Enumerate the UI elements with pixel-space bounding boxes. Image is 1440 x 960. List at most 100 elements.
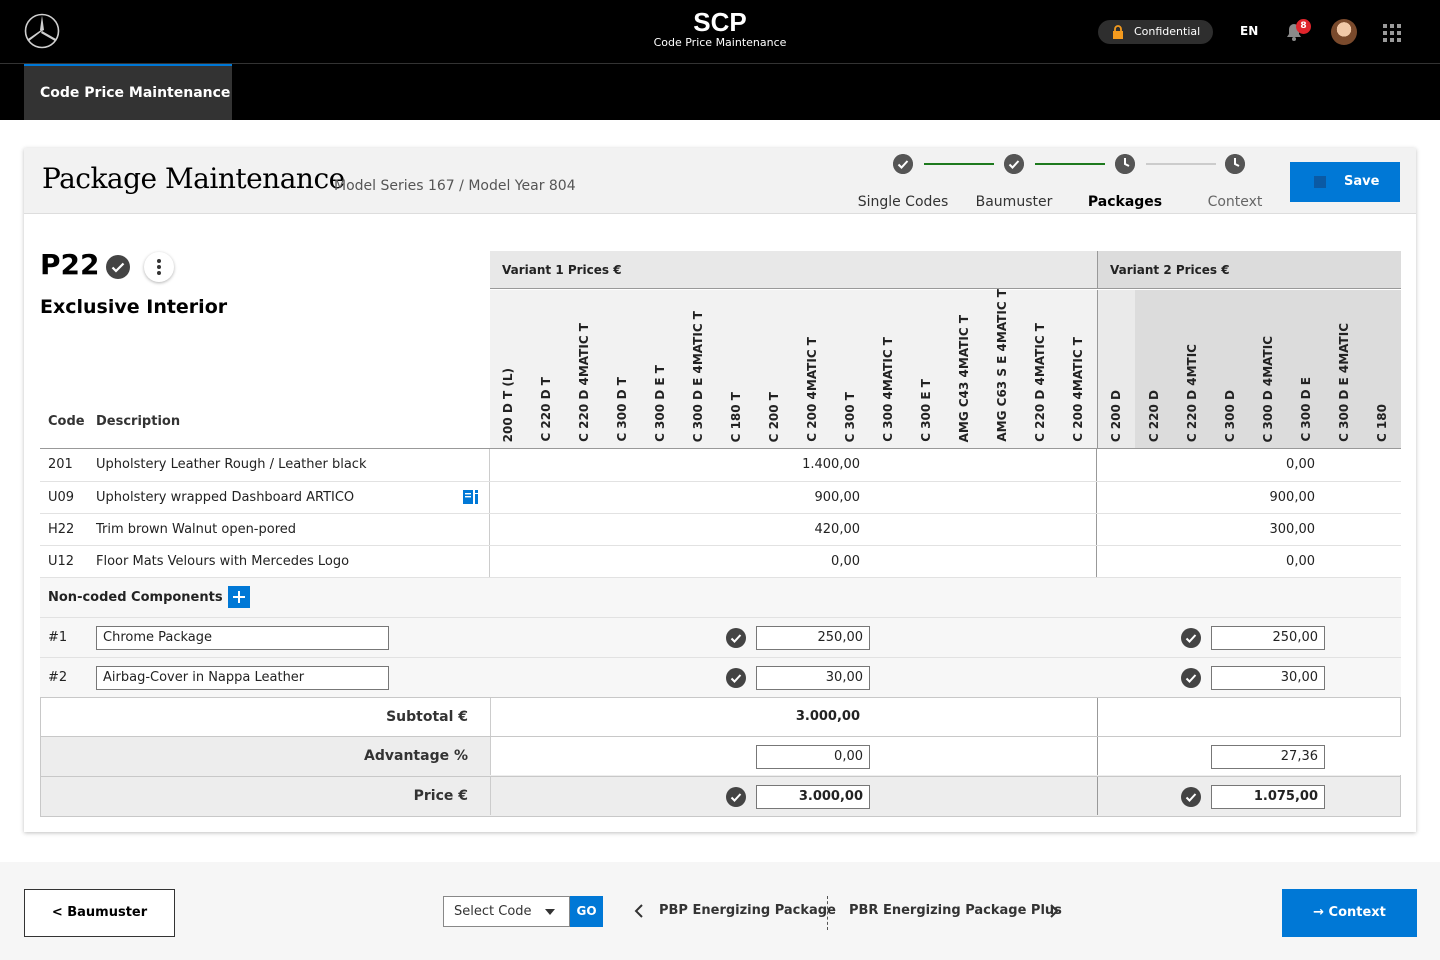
select-code-dropdown[interactable]: Select Code (443, 896, 570, 927)
column-divider (1097, 737, 1098, 775)
column-divider (1097, 777, 1098, 815)
chevron-left-icon[interactable] (633, 903, 645, 919)
app-subtitle: Code Price Maintenance (653, 36, 787, 49)
mercedes-star-icon[interactable] (24, 13, 60, 49)
check-circle-icon[interactable] (726, 628, 746, 648)
app-grid-icon[interactable] (1383, 24, 1401, 42)
price-variant2-input[interactable]: 1.075,00 (1211, 785, 1325, 809)
column-header: C 180 T (729, 391, 743, 442)
check-circle-icon (893, 154, 913, 174)
row-description: Floor Mats Velours with Mercedes Logo (96, 554, 350, 569)
check-circle-icon[interactable] (1181, 628, 1201, 648)
column-header: AMG C43 4MATIC T (957, 314, 971, 442)
column-header: C 300 D E T (653, 365, 667, 442)
step-baumuster[interactable]: Baumuster (975, 194, 1053, 210)
table-row[interactable]: H22 Trim brown Walnut open-pored 420,00 … (40, 513, 1401, 545)
package-code: P22 (40, 248, 100, 281)
advantage-variant1-input[interactable]: 0,00 (756, 745, 870, 769)
app-name: SCP (693, 7, 747, 37)
chevron-right-icon[interactable] (1048, 903, 1060, 919)
go-button[interactable]: GO (570, 896, 603, 927)
column-header: C 300 D T (615, 377, 629, 442)
variant2-price: 900,00 (1269, 490, 1316, 505)
step-context[interactable]: Context (1207, 194, 1263, 210)
column-header: C 220 D 4MATIC T (577, 323, 591, 442)
component-name-input[interactable]: Airbag-Cover in Nappa Leather (96, 666, 389, 690)
header-divider (40, 448, 1401, 449)
variant1-price: 1.400,00 (802, 457, 860, 472)
step-connector (1146, 163, 1216, 165)
add-component-button[interactable] (228, 586, 250, 608)
table-row[interactable]: U09 Upholstery wrapped Dashboard ARTICO … (40, 481, 1401, 513)
row-code: H22 (48, 522, 75, 537)
select-code-label: Select Code (454, 904, 532, 919)
prev-package-link[interactable]: PBP Energizing Package (659, 903, 836, 918)
variant1-price: 0,00 (831, 554, 860, 569)
clock-icon (1225, 154, 1245, 174)
variant1-price-input[interactable]: 250,00 (756, 626, 870, 650)
check-circle-icon[interactable] (1181, 787, 1201, 807)
variant1-price-input[interactable]: 30,00 (756, 666, 870, 690)
step-packages[interactable]: Packages (1087, 194, 1163, 210)
advantage-variant2-input[interactable]: 27,36 (1211, 745, 1325, 769)
lock-icon (1113, 25, 1123, 39)
variant2-columns: C 200 D C 220 D C 220 D 4MTIC C 300 D C … (1097, 290, 1401, 448)
variant1-header: Variant 1 Prices € (490, 251, 1097, 289)
note-edit-icon[interactable] (462, 489, 482, 505)
component-name-input[interactable]: Chrome Package (96, 626, 389, 650)
column-header: C 300 D (1223, 389, 1237, 442)
card-header: Package Maintenance Model Series 167 / M… (24, 148, 1416, 214)
back-baumuster-button[interactable]: < Baumuster (24, 889, 175, 937)
advantage-row: Advantage % 0,00 27,36 (40, 737, 1401, 777)
variant1-price: 900,00 (814, 490, 861, 505)
column-header: C 300 E T (919, 379, 933, 442)
table-row[interactable]: U12 Floor Mats Velours with Mercedes Log… (40, 545, 1401, 577)
column-header: C 300 D E 4MATIC (1337, 323, 1351, 442)
component-id: #2 (48, 670, 68, 685)
variant2-price: 0,00 (1286, 554, 1315, 569)
noncoded-label: Non-coded Components (48, 590, 223, 605)
step-connector (1035, 163, 1105, 165)
column-divider (490, 737, 491, 775)
price-variant1-input[interactable]: 3.000,00 (756, 785, 870, 809)
label-cell: Advantage % (41, 737, 490, 775)
variant2-price-input[interactable]: 250,00 (1211, 626, 1325, 650)
step-single-codes[interactable]: Single Codes (857, 194, 949, 210)
column-divider (1097, 698, 1098, 736)
component-id: #1 (48, 630, 68, 645)
check-circle-icon (1004, 154, 1024, 174)
check-circle-icon[interactable] (726, 668, 746, 688)
label-cell: Price € (41, 777, 490, 815)
noncoded-row: #2 Airbag-Cover in Nappa Leather 30,00 3… (40, 657, 1401, 697)
column-header: C 220 D 4MTIC (1185, 343, 1199, 442)
more-options-button[interactable] (144, 252, 174, 282)
table-row[interactable]: 201 Upholstery Leather Rough / Leather b… (40, 449, 1401, 481)
tab-code-price-maintenance[interactable]: Code Price Maintenance (24, 64, 232, 120)
notification-badge: 8 (1296, 19, 1311, 34)
page-title: Package Maintenance (42, 162, 345, 195)
row-code: 201 (48, 457, 73, 472)
row-description: Upholstery wrapped Dashboard ARTICO (96, 490, 355, 505)
variant2-price-input[interactable]: 30,00 (1211, 666, 1325, 690)
row-code: U09 (48, 490, 75, 505)
context-button[interactable]: → Context (1282, 889, 1417, 937)
subtotal-label: Subtotal € (386, 709, 468, 725)
column-header: C 300 T (843, 391, 857, 442)
column-header: AMG C63 S E 4MATIC T (995, 289, 1009, 442)
language-switch[interactable]: EN (1240, 24, 1259, 38)
check-circle-icon[interactable] (726, 787, 746, 807)
check-circle-icon[interactable] (1181, 668, 1201, 688)
column-header: C 220 D (1147, 389, 1161, 442)
price-label: Price € (413, 788, 468, 804)
package-name: Exclusive Interior (40, 296, 228, 318)
next-package-link[interactable]: PBR Energizing Package Plus (849, 903, 1062, 918)
column-header: C 180 (1375, 403, 1389, 442)
price-row: Price € 3.000,00 1.075,00 (40, 777, 1401, 817)
avatar[interactable] (1331, 19, 1357, 45)
confidential-label: Confidential (1134, 25, 1201, 38)
row-code: U12 (48, 554, 75, 569)
column-header-code: Code (48, 414, 85, 429)
column-header-description: Description (96, 414, 181, 429)
save-button[interactable]: Save (1290, 162, 1400, 202)
variant2-header: Variant 2 Prices € (1097, 251, 1401, 289)
